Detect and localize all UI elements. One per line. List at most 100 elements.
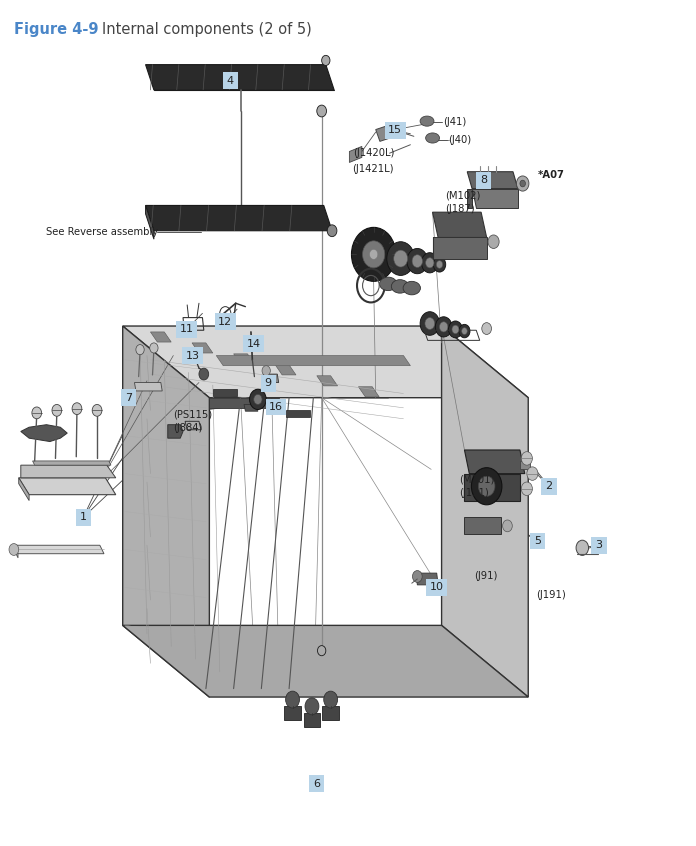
Circle shape — [370, 250, 378, 260]
Text: 10: 10 — [429, 582, 444, 592]
FancyBboxPatch shape — [176, 321, 197, 338]
Circle shape — [317, 645, 326, 656]
Polygon shape — [209, 398, 278, 408]
Ellipse shape — [426, 133, 439, 143]
Circle shape — [471, 468, 502, 505]
Circle shape — [52, 404, 62, 416]
Text: 1: 1 — [79, 513, 87, 523]
Circle shape — [32, 407, 42, 419]
Text: 8: 8 — [480, 175, 487, 185]
FancyBboxPatch shape — [385, 122, 406, 139]
Circle shape — [394, 250, 408, 267]
FancyBboxPatch shape — [244, 335, 264, 352]
Text: (M101): (M101) — [459, 475, 494, 485]
Circle shape — [425, 317, 435, 329]
Polygon shape — [122, 326, 209, 697]
Polygon shape — [33, 461, 111, 465]
Circle shape — [72, 403, 82, 415]
Circle shape — [434, 257, 445, 272]
Text: 9: 9 — [264, 378, 272, 388]
Circle shape — [520, 180, 525, 187]
Polygon shape — [441, 326, 528, 697]
Text: 11: 11 — [180, 324, 193, 334]
Text: 3: 3 — [596, 541, 603, 550]
Ellipse shape — [403, 282, 420, 294]
Polygon shape — [349, 146, 362, 162]
Polygon shape — [19, 478, 29, 501]
Polygon shape — [358, 387, 379, 397]
Circle shape — [387, 242, 415, 276]
Polygon shape — [467, 172, 518, 189]
Circle shape — [322, 55, 330, 65]
Circle shape — [576, 541, 589, 555]
Circle shape — [521, 482, 532, 496]
Text: 7: 7 — [125, 393, 132, 403]
Polygon shape — [21, 425, 68, 442]
Circle shape — [527, 467, 538, 481]
FancyBboxPatch shape — [223, 72, 238, 89]
Polygon shape — [416, 573, 438, 585]
Text: (J91): (J91) — [474, 571, 498, 581]
Polygon shape — [122, 326, 528, 398]
Polygon shape — [464, 474, 520, 501]
Circle shape — [262, 365, 270, 376]
Circle shape — [324, 691, 338, 708]
Circle shape — [435, 316, 452, 337]
Polygon shape — [213, 389, 237, 396]
Circle shape — [436, 261, 443, 268]
Circle shape — [250, 389, 266, 409]
FancyBboxPatch shape — [309, 776, 324, 793]
Polygon shape — [520, 461, 530, 470]
Polygon shape — [134, 382, 162, 391]
Polygon shape — [317, 376, 338, 386]
FancyBboxPatch shape — [120, 389, 136, 406]
Polygon shape — [21, 465, 116, 478]
Text: Internal components (2 of 5): Internal components (2 of 5) — [102, 23, 312, 37]
Circle shape — [412, 255, 422, 267]
Text: (J41): (J41) — [443, 117, 466, 127]
Polygon shape — [168, 425, 183, 438]
Circle shape — [521, 452, 532, 465]
Text: *A07: *A07 — [538, 170, 565, 180]
Circle shape — [92, 404, 102, 416]
Circle shape — [327, 225, 337, 237]
Polygon shape — [275, 365, 296, 375]
Polygon shape — [145, 64, 334, 90]
Circle shape — [461, 327, 467, 334]
Polygon shape — [14, 546, 104, 553]
FancyBboxPatch shape — [427, 579, 447, 596]
Text: (J1420L): (J1420L) — [354, 148, 395, 158]
Circle shape — [426, 258, 434, 268]
Polygon shape — [285, 410, 310, 417]
Circle shape — [285, 691, 299, 708]
Polygon shape — [244, 404, 258, 411]
Circle shape — [9, 544, 19, 555]
Text: (J191): (J191) — [537, 590, 567, 600]
Circle shape — [363, 241, 385, 268]
Text: (PS115): (PS115) — [173, 409, 212, 420]
Polygon shape — [472, 189, 518, 208]
Text: Figure 4-9: Figure 4-9 — [14, 23, 98, 37]
Circle shape — [254, 394, 262, 404]
Circle shape — [351, 228, 396, 282]
Polygon shape — [216, 355, 411, 365]
Polygon shape — [467, 189, 472, 208]
Polygon shape — [303, 713, 320, 727]
FancyBboxPatch shape — [215, 313, 236, 330]
Polygon shape — [284, 706, 301, 720]
Text: (J187): (J187) — [445, 204, 475, 214]
Circle shape — [459, 324, 470, 338]
Text: See Reverse assembly: See Reverse assembly — [47, 228, 159, 238]
Polygon shape — [433, 212, 487, 238]
Circle shape — [516, 176, 529, 191]
FancyBboxPatch shape — [530, 533, 545, 550]
Text: 12: 12 — [219, 316, 232, 327]
Circle shape — [150, 343, 158, 353]
Ellipse shape — [420, 116, 434, 126]
Polygon shape — [122, 625, 528, 697]
Circle shape — [407, 249, 428, 274]
Text: (J884): (J884) — [173, 423, 203, 433]
Text: 4: 4 — [227, 75, 234, 85]
Polygon shape — [14, 546, 18, 558]
FancyBboxPatch shape — [265, 398, 286, 415]
